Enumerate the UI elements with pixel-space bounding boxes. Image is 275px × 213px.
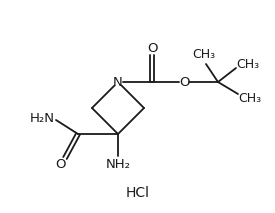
Text: N: N xyxy=(113,75,123,88)
Text: O: O xyxy=(147,42,157,55)
Text: NH₂: NH₂ xyxy=(106,157,131,170)
Text: HCl: HCl xyxy=(126,186,150,200)
Text: H₂N: H₂N xyxy=(29,111,54,125)
Text: O: O xyxy=(179,75,189,88)
Text: CH₃: CH₃ xyxy=(192,49,216,62)
Text: O: O xyxy=(55,158,65,171)
Text: CH₃: CH₃ xyxy=(238,92,262,105)
Text: CH₃: CH₃ xyxy=(236,58,260,71)
